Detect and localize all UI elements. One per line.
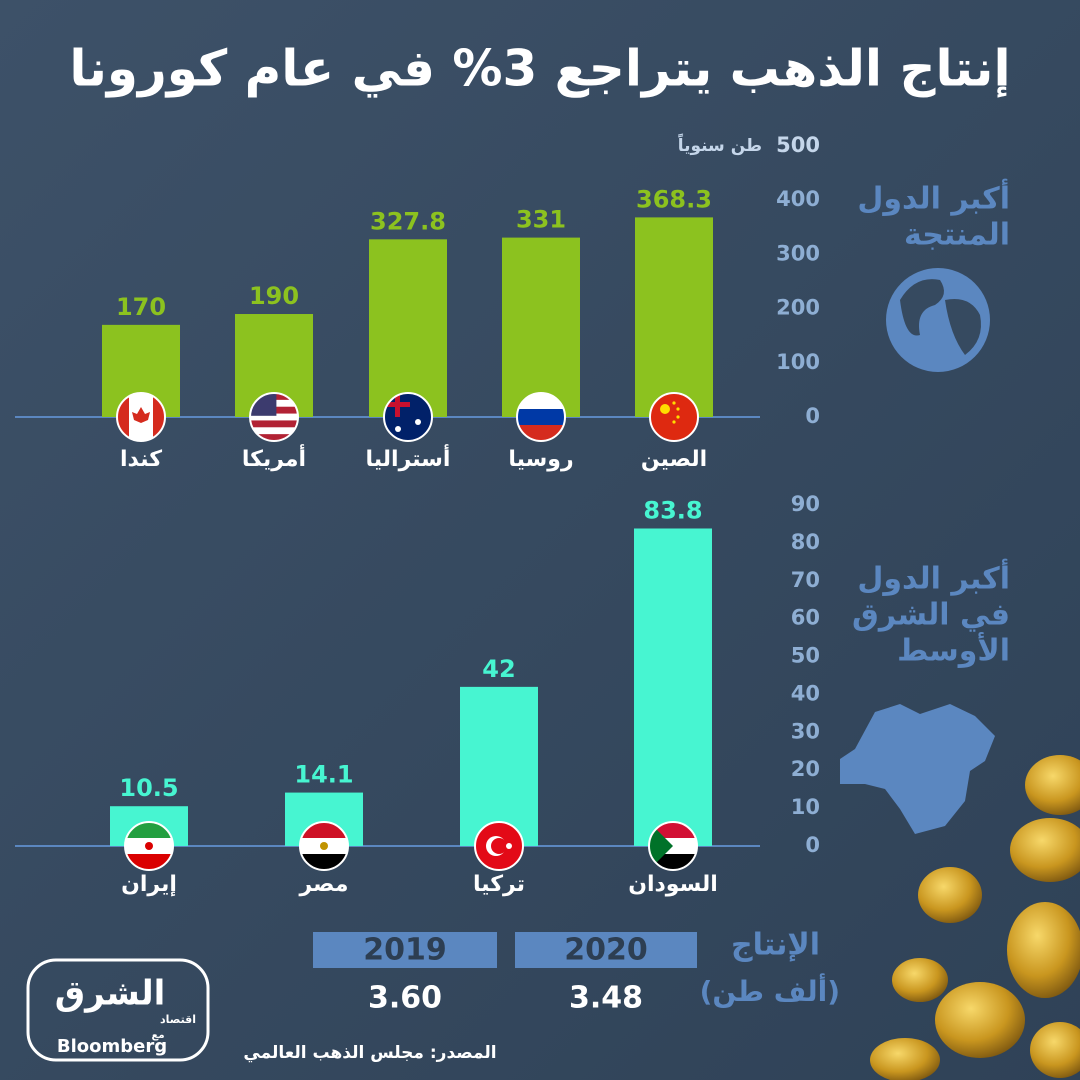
flag-border [649, 392, 699, 442]
category-label: السودان [628, 872, 718, 897]
chart-label: المنتجة [904, 218, 1010, 253]
flag-star [672, 420, 676, 424]
year-label: 2019 [363, 933, 447, 968]
category-label: أمريكا [242, 443, 306, 472]
logo-partner: Bloomberg [57, 1036, 167, 1057]
category-label: كندا [120, 447, 162, 472]
flag-star [676, 407, 680, 411]
value-label: 14.1 [294, 761, 353, 789]
y-tick-label: 10 [791, 795, 820, 819]
flag-border [299, 821, 349, 871]
flag-star [660, 404, 670, 414]
flag-stripe [650, 393, 698, 441]
chart-label: أكبر الدول [857, 559, 1010, 597]
y-tick-label: 60 [791, 606, 820, 630]
chart-label: الأوسط [897, 632, 1010, 669]
value-label: 83.8 [643, 496, 702, 524]
flag-emblem [320, 842, 328, 850]
year-label: 2020 [564, 933, 648, 968]
year-box [313, 932, 497, 968]
logo: الشرق اقتصاد مع Bloomberg [26, 958, 210, 1062]
y-tick-label: 0 [805, 833, 820, 857]
bar [634, 528, 712, 846]
y-tick-label: 70 [791, 568, 820, 592]
total-value: 3.60 [368, 981, 442, 1016]
logo-name: الشرق [55, 974, 166, 1014]
y-tick-label: 200 [776, 296, 820, 320]
flag-border [516, 392, 566, 442]
flag-stripe [250, 427, 298, 435]
production-label: الإنتاج [731, 928, 820, 963]
value-label: 327.8 [370, 207, 446, 235]
flag-leaf [132, 407, 150, 423]
y-tick-label: 300 [776, 241, 820, 265]
flag-stripe [250, 434, 298, 441]
y-tick-label: 40 [791, 681, 820, 705]
flag-crescent [491, 838, 507, 854]
y-tick-label: 100 [776, 350, 820, 374]
flag-border [124, 821, 174, 871]
value-label: 170 [116, 293, 166, 321]
flag-star [506, 843, 512, 849]
y-tick-label: 50 [791, 644, 820, 668]
y-tick-label: 80 [791, 530, 820, 554]
y-tick-label: 400 [776, 187, 820, 211]
value-label: 190 [249, 282, 299, 310]
source: المصدر: مجلس الذهب العالمي [243, 1043, 496, 1063]
total-value: 3.48 [569, 981, 643, 1016]
logo-with: مع [151, 1030, 164, 1041]
value-label: 10.5 [119, 774, 178, 802]
bar [460, 686, 538, 846]
flag-cross [395, 393, 400, 417]
year-box [515, 932, 697, 968]
flag-star [395, 426, 401, 432]
production-unit: (ألف طن) [700, 973, 840, 1008]
chart-label: في الشرق [852, 598, 1010, 633]
flag-star [672, 401, 676, 405]
logo-sub: اقتصاد [160, 1013, 196, 1026]
gold-nuggets [870, 755, 1080, 1080]
category-label: تركيا [473, 872, 525, 897]
flag [250, 393, 298, 441]
flag-stripe [250, 413, 298, 421]
value-label: 331 [516, 206, 566, 234]
flag-stripe [384, 393, 432, 441]
title: إنتاج الذهب يتراجع 3% في عام كورونا [69, 40, 1010, 99]
y-tick-label: 500 [776, 133, 820, 157]
globe-icon [886, 268, 990, 372]
flag-stripe [517, 409, 565, 426]
flag [384, 393, 432, 441]
y-tick-label: 0 [805, 404, 820, 428]
bar [502, 237, 580, 417]
y-tick-label: 90 [791, 492, 820, 516]
map-icon [840, 704, 995, 834]
value-label: 368.3 [636, 185, 712, 213]
flag [650, 393, 698, 441]
category-label: إيران [121, 872, 177, 897]
flag-stripe [250, 420, 298, 428]
flag-triangle [649, 822, 673, 870]
bar [635, 217, 713, 417]
flag-emblem [145, 842, 153, 850]
flag-border [474, 821, 524, 871]
flag-border [383, 392, 433, 442]
category-label: الصين [641, 447, 707, 472]
category-label: مصر [299, 872, 349, 897]
category-label: أستراليا [366, 443, 451, 472]
y-unit: طن سنوياً [677, 132, 762, 156]
flag-star [415, 419, 421, 425]
flag-border [648, 821, 698, 871]
y-tick-label: 30 [791, 719, 820, 743]
y-tick-label: 20 [791, 757, 820, 781]
flag-star [676, 415, 680, 419]
category-label: روسيا [508, 447, 573, 472]
value-label: 42 [482, 655, 515, 683]
flag [475, 822, 523, 870]
bar [369, 239, 447, 417]
chart-label: أكبر الدول [857, 179, 1010, 217]
flag-border [249, 392, 299, 442]
flag-border [116, 392, 166, 442]
